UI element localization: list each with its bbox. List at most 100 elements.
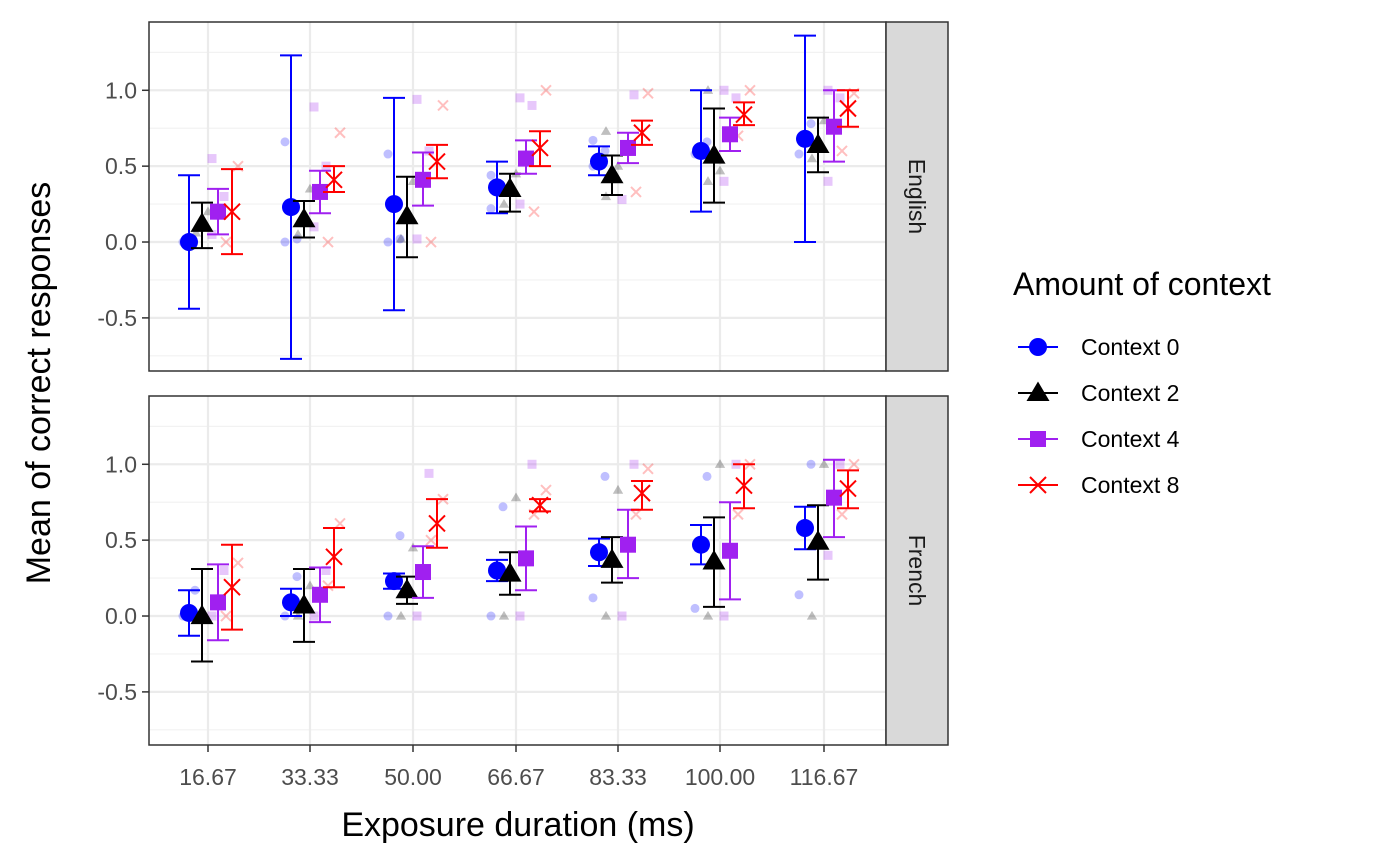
raw-point bbox=[540, 84, 552, 96]
mean-point bbox=[590, 152, 608, 171]
mean-point bbox=[223, 578, 241, 596]
raw-point bbox=[612, 484, 624, 494]
raw-point bbox=[630, 508, 642, 521]
raw-point bbox=[219, 192, 229, 201]
mean-point bbox=[735, 105, 753, 124]
mean-point bbox=[292, 593, 316, 614]
raw-point bbox=[690, 603, 700, 613]
raw-point bbox=[836, 145, 848, 157]
panel-english: English -0.5 0.0 0.5 1.0 bbox=[97, 21, 949, 372]
mean-point bbox=[518, 550, 534, 567]
raw-point bbox=[425, 534, 437, 546]
raw-point bbox=[510, 492, 522, 502]
mean-point bbox=[839, 99, 857, 118]
raw-point bbox=[334, 517, 346, 530]
strip-background bbox=[885, 395, 949, 746]
mean-point bbox=[312, 586, 328, 603]
raw-point bbox=[486, 611, 496, 621]
mean-point bbox=[428, 514, 446, 533]
raw-point bbox=[437, 99, 449, 112]
x-tick-label: 116.67 bbox=[790, 764, 859, 790]
mean-point bbox=[385, 572, 403, 591]
y-tick-label: 0.0 bbox=[105, 229, 137, 255]
mean-point bbox=[325, 171, 343, 189]
raw-point bbox=[600, 126, 612, 135]
raw-point bbox=[424, 146, 434, 156]
raw-point bbox=[629, 459, 639, 469]
raw-point bbox=[412, 94, 422, 104]
raw-point bbox=[588, 135, 598, 145]
mean-point bbox=[600, 163, 624, 184]
y-tick-label: 0.5 bbox=[105, 153, 137, 179]
raw-point bbox=[719, 85, 729, 95]
mean-point bbox=[531, 139, 549, 157]
y-tick-label: -0.5 bbox=[97, 679, 137, 705]
raw-point bbox=[714, 165, 726, 175]
x-tick-label: 16.67 bbox=[179, 764, 237, 790]
mean-point bbox=[633, 124, 651, 142]
legend-key-symbol bbox=[1029, 476, 1047, 494]
mean-point bbox=[806, 530, 830, 550]
mean-point bbox=[620, 536, 636, 553]
x-tick-label: 66.67 bbox=[487, 764, 545, 790]
legend-item-context-2: Context 2 bbox=[1018, 380, 1179, 406]
mean-point bbox=[488, 561, 506, 580]
raw-point bbox=[498, 198, 510, 208]
x-tick-label: 33.33 bbox=[281, 764, 339, 790]
raw-point bbox=[731, 93, 741, 103]
raw-point bbox=[629, 90, 639, 100]
legend-key-symbol bbox=[1026, 381, 1050, 402]
mean-point bbox=[796, 519, 814, 538]
raw-point bbox=[630, 186, 642, 198]
mean-point bbox=[415, 564, 431, 581]
y-tick-label: 0.5 bbox=[105, 527, 137, 553]
x-axis-title: Exposure duration (ms) bbox=[341, 806, 694, 844]
mean-point bbox=[223, 202, 241, 221]
raw-point bbox=[280, 237, 290, 247]
raw-point bbox=[806, 459, 816, 469]
legend-label: Context 8 bbox=[1081, 472, 1179, 498]
legend-key-symbol bbox=[1030, 431, 1046, 447]
strip-background bbox=[885, 21, 949, 372]
panel-background bbox=[149, 396, 886, 745]
legend-items: Context 0 Context 2 Context 4 Context 8 bbox=[1018, 334, 1180, 498]
raw-point bbox=[600, 610, 612, 620]
raw-point bbox=[498, 502, 508, 512]
legend-title: Amount of context bbox=[1013, 266, 1271, 302]
mean-point bbox=[531, 496, 549, 514]
raw-point bbox=[823, 550, 833, 560]
mean-point bbox=[210, 203, 226, 220]
raw-point bbox=[528, 205, 540, 218]
raw-point bbox=[617, 195, 627, 205]
raw-point bbox=[383, 611, 393, 621]
y-tick-label: 1.0 bbox=[105, 451, 137, 477]
mean-point bbox=[518, 150, 534, 167]
y-tick-label: 1.0 bbox=[105, 77, 137, 103]
mean-point bbox=[395, 578, 419, 599]
raw-point bbox=[702, 471, 712, 481]
raw-point bbox=[280, 137, 290, 147]
raw-point bbox=[334, 127, 346, 139]
x-tick-label: 83.33 bbox=[589, 764, 647, 790]
raw-point bbox=[219, 566, 229, 575]
raw-point bbox=[220, 236, 232, 248]
raw-point bbox=[818, 459, 830, 468]
raw-point bbox=[515, 611, 525, 621]
mean-point bbox=[282, 198, 300, 217]
mean-point bbox=[312, 183, 328, 200]
mean-point bbox=[600, 548, 624, 568]
raw-point bbox=[292, 572, 302, 582]
raw-point bbox=[322, 236, 334, 248]
raw-point bbox=[642, 463, 654, 475]
raw-point bbox=[412, 611, 422, 621]
raw-point bbox=[806, 610, 818, 620]
raw-point bbox=[232, 557, 244, 569]
panel-french: French -0.5 0.0 0.5 1.0 16.67 33.33 50.00 66.67 8… bbox=[97, 395, 949, 790]
legend-label: Context 4 bbox=[1081, 426, 1180, 452]
raw-point bbox=[486, 204, 496, 214]
raw-point bbox=[823, 176, 833, 186]
raw-point bbox=[540, 484, 552, 496]
raw-point bbox=[702, 176, 714, 185]
